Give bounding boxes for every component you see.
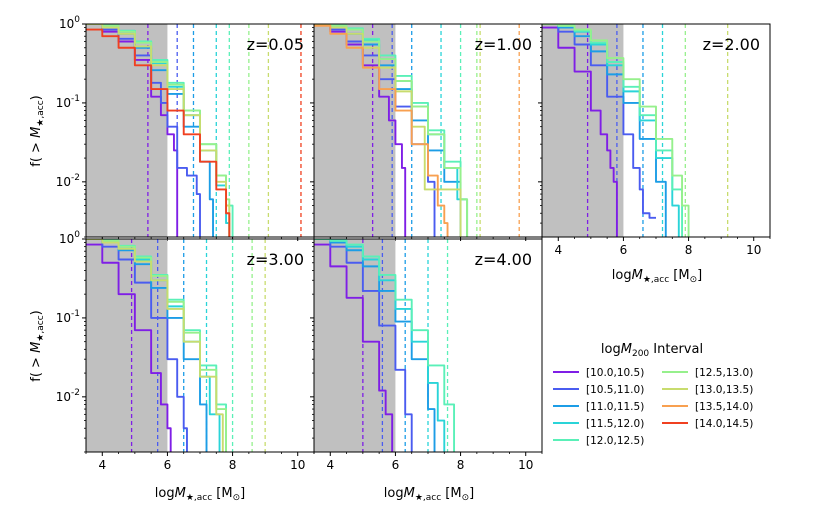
legend-item-[11.5,12.0): [11.5,12.0) (553, 418, 644, 430)
x-tick-label: 6 (620, 243, 628, 257)
legend-label: [12.5,13.0) (695, 367, 753, 379)
x-tick-label: 4 (554, 243, 562, 257)
y-tick-label: 10-1 (56, 94, 80, 110)
panel-title: z=0.05 (247, 35, 304, 54)
legend-item-[10.5,11.0): [10.5,11.0) (553, 384, 644, 396)
y-tick-label: 10-2 (56, 173, 80, 189)
plot-area (314, 239, 456, 452)
series-[12.0,12.5) (314, 239, 456, 452)
legend-item-[13.0,13.5): [13.0,13.5) (662, 384, 753, 396)
series-[10.0,10.5) (314, 24, 407, 237)
x-tick-label: 8 (229, 458, 237, 472)
y-tick-label: 10-1 (56, 309, 80, 325)
ylabel-top: f( > M★,acc) (29, 95, 46, 166)
y-tick-label: 10-2 (56, 388, 80, 404)
panel-z=0.05: z=0.05 100 10-1 10-2 (56, 15, 315, 241)
x-tick-label: 10 (518, 458, 533, 472)
legend-label: [11.5,12.0) (586, 418, 644, 430)
series-[10.0,10.5) (86, 243, 172, 452)
x-tick-label: 8 (685, 243, 693, 257)
shaded-region (86, 24, 168, 237)
panel-z=3.00: z=3.00 4 6 8 10 100 10-1 10-2 (56, 230, 315, 472)
series-[13.0,13.5) (86, 239, 224, 452)
legend-item-[11.0,11.5): [11.0,11.5) (553, 401, 644, 413)
panel-z=1.00: z=1.00 (310, 23, 543, 241)
legend-label: [14.0,14.5) (695, 418, 753, 430)
x-tick-label: 10 (746, 243, 761, 257)
series-[13.0,13.5) (314, 24, 462, 237)
xlabel-panel-2: logM★,acc [M⊙] (612, 268, 702, 285)
legend-label: [12.0,12.5) (586, 435, 644, 447)
xlabel-panel-4: logM★,acc [M⊙] (384, 486, 474, 503)
legend-label: [11.0,11.5) (586, 401, 644, 413)
legend-label: [10.0,10.5) (586, 367, 644, 379)
series-[10.0,10.5) (542, 26, 618, 237)
ylabel-bottom: f( > M★,acc) (29, 310, 46, 381)
y-tick-label: 100 (59, 15, 80, 31)
plot-area (86, 24, 302, 237)
x-tick-label: 4 (98, 458, 106, 472)
x-tick-label: 10 (290, 458, 305, 472)
xlabel-panel-3: logM★,acc [M⊙] (155, 486, 245, 503)
legend-item-[13.5,14.0): [13.5,14.0) (662, 401, 753, 413)
plot-area (542, 24, 729, 237)
series-[10.5,11.0) (86, 239, 188, 452)
shaded-region (314, 239, 396, 452)
legend-item-[14.0,14.5): [14.0,14.5) (662, 418, 753, 430)
panel-title: z=4.00 (475, 250, 532, 269)
legend-title: logM200 Interval (601, 342, 703, 359)
legend-label: [13.0,13.5) (695, 384, 753, 396)
series-[14.0,14.5) (86, 28, 231, 237)
legend-item-[12.0,12.5): [12.0,12.5) (553, 435, 644, 447)
y-tick-label: 100 (59, 230, 80, 246)
x-tick-label: 6 (164, 458, 172, 472)
legend-item-[10.0,10.5): [10.0,10.5) (553, 367, 644, 379)
x-tick-label: 8 (457, 458, 465, 472)
panel-z=2.00: z=2.00 4 6 8 10 (538, 23, 771, 257)
panel-title: z=1.00 (475, 35, 532, 54)
shaded-region (86, 239, 168, 452)
legend: [10.0,10.5) [10.5,11.0) [11.0,11.5) [11.5,1… (553, 367, 753, 447)
panel-title: z=3.00 (247, 250, 304, 269)
series-[12.5,13.0) (542, 24, 690, 237)
plot-area (314, 24, 520, 237)
series-[12.5,13.0) (86, 239, 228, 452)
series-[13.5,14.0) (314, 24, 449, 237)
legend-label: [13.5,14.0) (695, 401, 753, 413)
plot-area (86, 239, 266, 452)
panel-z=4.00: z=4.00 4 6 8 10 (310, 238, 543, 472)
shaded-region (542, 24, 624, 237)
series-[10.0,10.5) (314, 243, 394, 452)
legend-item-[12.5,13.0): [12.5,13.0) (662, 367, 753, 379)
panel-title: z=2.00 (703, 35, 760, 54)
legend-label: [10.5,11.0) (586, 384, 644, 396)
series-[10.0,10.5) (86, 24, 179, 237)
x-tick-label: 4 (326, 458, 334, 472)
x-tick-label: 6 (392, 458, 400, 472)
